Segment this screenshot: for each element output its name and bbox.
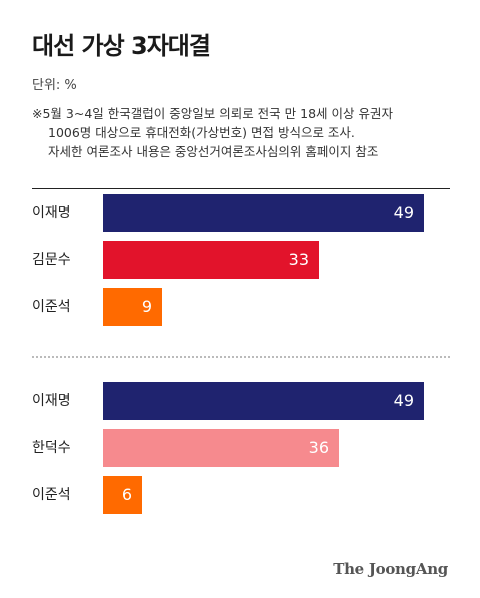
category-label: 이재명 <box>32 205 71 221</box>
survey-note: ※5월 3~4일 한국갤럽이 중앙일보 의뢰로 전국 만 18세 이상 유권자 … <box>32 104 472 161</box>
note-line: ※5월 3~4일 한국갤럽이 중앙일보 의뢰로 전국 만 18세 이상 유권자 <box>32 106 393 121</box>
bar: 6 <box>103 476 142 514</box>
category-label: 이재명 <box>32 393 71 409</box>
category-label: 한덕수 <box>32 440 71 456</box>
bar: 9 <box>103 288 162 326</box>
bar: 33 <box>103 241 319 279</box>
bar: 49 <box>103 194 424 232</box>
note-line: 자세한 여론조사 내용은 중앙선거여론조사심의위 홈페이지 참조 <box>48 144 379 159</box>
bar-value-label: 9 <box>141 297 152 316</box>
chart-top-rule <box>32 188 450 189</box>
bar-value-label: 33 <box>288 250 309 269</box>
bar-value-label: 49 <box>393 391 414 410</box>
bar: 49 <box>103 382 424 420</box>
bar: 36 <box>103 429 339 467</box>
category-label: 이준석 <box>32 487 71 503</box>
unit-label: 단위: % <box>32 78 77 93</box>
category-label: 이준석 <box>32 299 71 315</box>
bar-value-label: 6 <box>121 485 132 504</box>
publisher-logo: The JoongAng <box>333 560 448 578</box>
group-divider <box>32 356 450 358</box>
bar-value-label: 49 <box>393 203 414 222</box>
note-line: 1006명 대상으로 휴대전화(가상번호) 면접 방식으로 조사. <box>48 125 355 140</box>
category-label: 김문수 <box>32 252 71 268</box>
chart-title: 대선 가상 3자대결 <box>32 32 211 60</box>
bar-value-label: 36 <box>308 438 329 457</box>
